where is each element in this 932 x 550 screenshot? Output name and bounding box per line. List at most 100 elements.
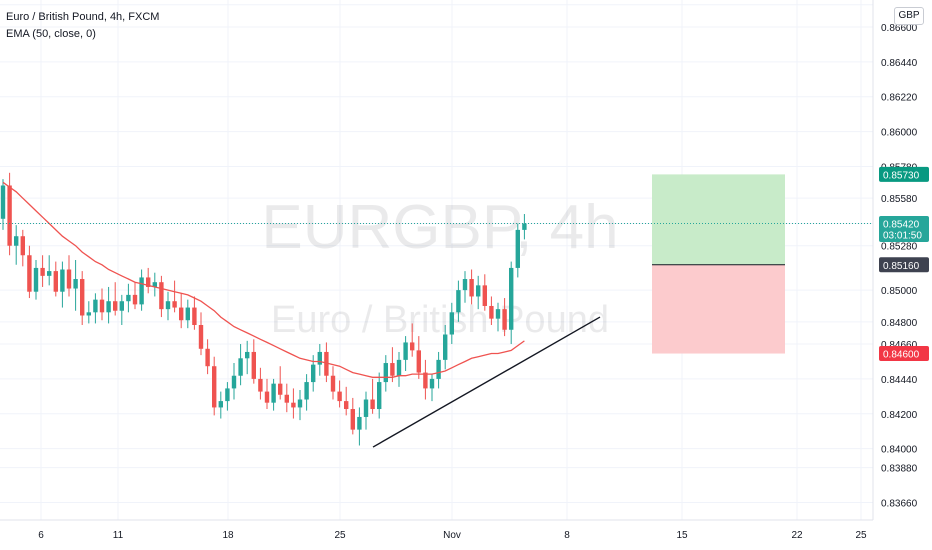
candle [14,225,19,265]
candle [73,260,78,311]
watermark-symbol: EURGBP, 4h [261,193,618,262]
candle [396,351,402,387]
candle [172,280,177,313]
candle-body [60,269,65,292]
candle [159,275,164,318]
candle [403,336,408,371]
candle-body [416,350,421,373]
candle [139,269,144,311]
candle-body [357,416,362,430]
candle [410,323,415,357]
candle-body [165,301,171,310]
candle [198,312,204,356]
candle [146,267,151,294]
candle-body [489,305,494,319]
candle [502,298,507,337]
price-tick-label: 0.85280 [881,242,918,253]
candle [66,255,72,297]
candle-body [311,364,316,383]
candle-body [179,307,184,321]
indicator-label[interactable]: EMA (50, close, 0) [6,28,96,40]
candle [179,293,184,329]
candle [489,296,494,325]
price-tick-label: 0.84800 [881,318,918,329]
symbol-title[interactable]: Euro / British Pound, 4h, FXCM [6,11,160,23]
candle [443,325,448,370]
candle-body [40,267,45,276]
candle-body [245,351,250,359]
candle [106,286,111,324]
candle-body [515,229,520,268]
price-tick-label: 0.84660 [881,340,918,351]
time-tick-label: Nov [443,530,461,541]
candle-body [436,359,441,379]
profit-zone[interactable] [652,174,785,265]
candle-body [146,277,151,287]
price-tick-label: 0.84000 [881,445,918,456]
candle-body [231,375,237,389]
candle-body [99,299,105,313]
candle-body [271,383,276,403]
trendline[interactable] [372,316,601,448]
candle [482,274,487,311]
currency-button[interactable]: GBP [894,7,924,25]
candle-body [502,309,507,330]
candle-body [297,399,303,408]
price-tick-label: 0.85000 [881,286,918,297]
candle [20,229,25,267]
time-tick-label: 25 [855,530,867,541]
current-price-label: 0.85420 [883,220,920,231]
candle-body [132,294,138,305]
candle [370,378,375,414]
candle [33,260,39,300]
candle [165,291,171,321]
candle [416,336,421,379]
candle [40,255,45,287]
candle [330,366,336,400]
candle-body [304,382,309,400]
candle [93,293,98,324]
candle-body [344,401,349,410]
candle-body [264,391,270,403]
candle [390,347,395,383]
candle-body [403,342,408,360]
candle [225,382,230,411]
candle [27,245,32,299]
candle [383,355,388,392]
candle-body [212,366,217,408]
candle-body [456,290,461,313]
candle [0,179,6,230]
candle-body [7,185,12,246]
price-tick-label: 0.85580 [881,194,918,205]
candle-body [476,285,481,297]
candle-body [291,402,296,408]
candle-body [218,401,223,408]
candle [423,359,428,400]
candle [132,282,138,310]
candle [278,366,283,400]
candle [258,367,263,400]
candle-body [495,309,501,319]
target-price-label-bg [879,166,929,182]
candle-body [192,307,197,325]
candle-body [198,325,204,349]
candle-body [258,378,263,392]
candle [205,339,210,375]
candle [238,344,243,386]
long-position-tool[interactable] [652,174,785,354]
time-axis[interactable]: 6 11 18 25 Nov 8 15 22 25 [0,519,873,541]
candle-body [119,301,124,311]
candle-body [93,299,98,313]
candle-body [377,382,382,410]
candle-body [284,394,289,403]
loss-zone[interactable] [652,264,785,354]
candle-body [66,269,72,289]
time-tick-label: 8 [564,530,570,541]
candle [449,302,454,345]
candle [509,261,514,345]
candle-body [185,307,190,321]
candle-body [14,236,19,246]
candle [456,280,461,322]
candle [350,397,355,435]
